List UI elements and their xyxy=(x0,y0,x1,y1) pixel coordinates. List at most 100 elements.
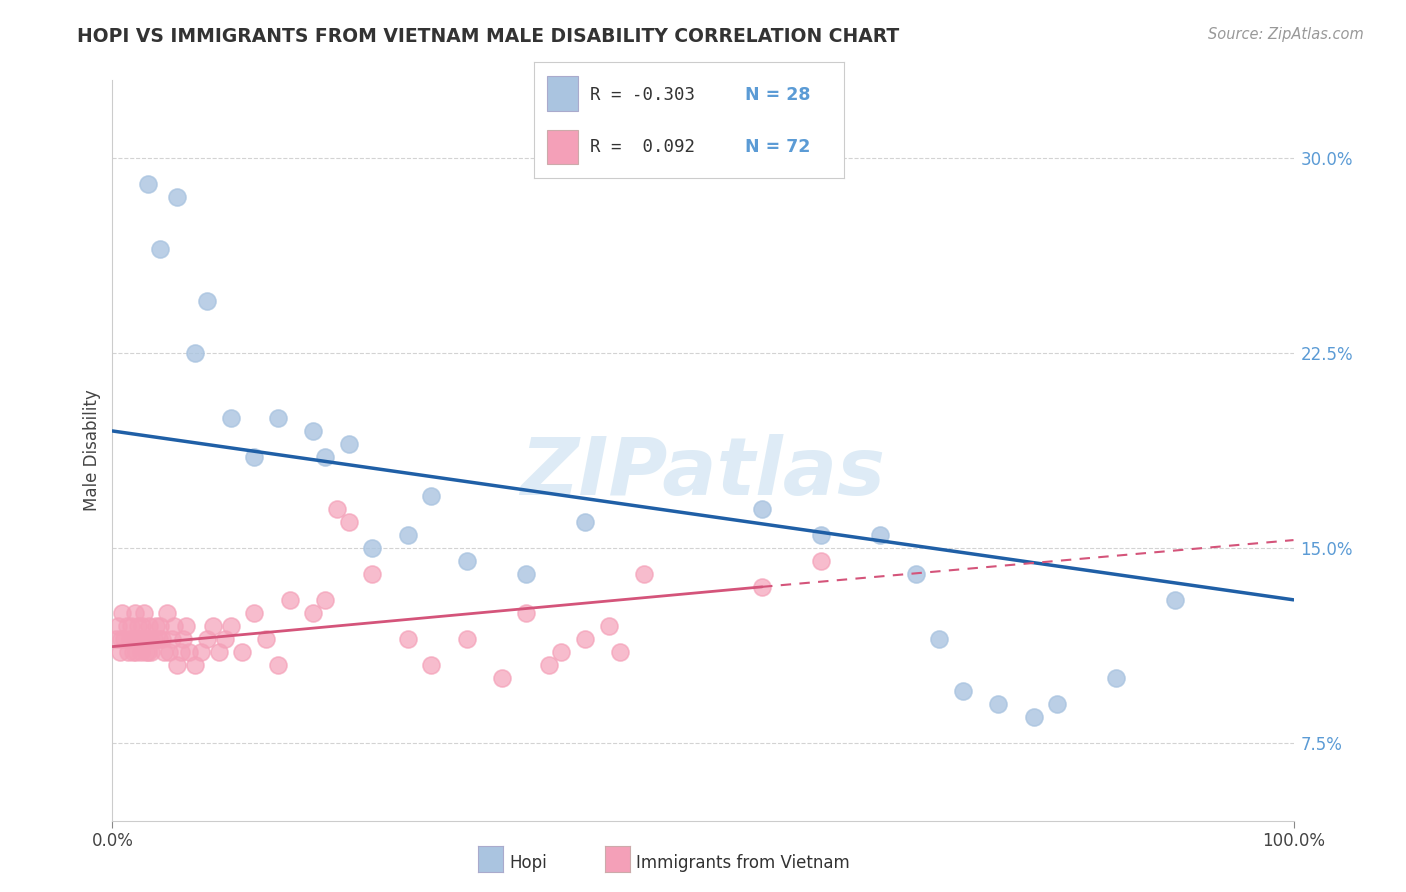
Point xyxy=(214,632,236,646)
Point xyxy=(174,619,197,633)
Point xyxy=(153,645,176,659)
Point xyxy=(810,554,832,568)
Point xyxy=(163,619,186,633)
Point xyxy=(952,683,974,698)
Point xyxy=(128,632,150,646)
Text: Immigrants from Vietnam: Immigrants from Vietnam xyxy=(636,854,849,871)
Point xyxy=(170,645,193,659)
Point xyxy=(361,566,384,581)
Point xyxy=(121,645,143,659)
Point xyxy=(231,645,253,659)
Point xyxy=(115,619,138,633)
Point xyxy=(1022,710,1045,724)
Point xyxy=(1046,697,1069,711)
Text: HOPI VS IMMIGRANTS FROM VIETNAM MALE DISABILITY CORRELATION CHART: HOPI VS IMMIGRANTS FROM VIETNAM MALE DIS… xyxy=(77,27,900,45)
Point xyxy=(302,606,325,620)
Point xyxy=(108,645,131,659)
Point xyxy=(751,502,773,516)
Point xyxy=(326,502,349,516)
Point xyxy=(314,592,336,607)
Text: N = 28: N = 28 xyxy=(745,86,810,103)
Point xyxy=(869,528,891,542)
Point xyxy=(267,657,290,672)
Point xyxy=(574,515,596,529)
Point xyxy=(278,592,301,607)
Point xyxy=(337,515,360,529)
Point xyxy=(609,645,631,659)
Point xyxy=(156,606,179,620)
Y-axis label: Male Disability: Male Disability xyxy=(83,390,101,511)
Point xyxy=(145,619,167,633)
Point xyxy=(751,580,773,594)
Point xyxy=(149,619,172,633)
Point xyxy=(184,346,207,360)
Point xyxy=(456,632,478,646)
Point xyxy=(904,566,927,581)
Bar xyxy=(547,77,578,112)
Point xyxy=(127,632,149,646)
Point xyxy=(141,645,163,659)
Text: ZIPatlas: ZIPatlas xyxy=(520,434,886,512)
Point xyxy=(160,632,183,646)
Point xyxy=(135,645,157,659)
Point xyxy=(149,242,172,256)
Point xyxy=(314,450,336,464)
Point xyxy=(120,619,142,633)
Point xyxy=(337,437,360,451)
Bar xyxy=(547,129,578,164)
Point xyxy=(396,528,419,542)
Point xyxy=(150,632,173,646)
Point xyxy=(139,632,162,646)
Point xyxy=(132,632,155,646)
Point xyxy=(172,632,194,646)
Text: R =  0.092: R = 0.092 xyxy=(591,138,695,156)
Point xyxy=(110,632,132,646)
Point xyxy=(131,619,153,633)
Point xyxy=(987,697,1010,711)
Point xyxy=(243,450,266,464)
Point xyxy=(420,489,443,503)
Point xyxy=(219,619,242,633)
Point xyxy=(633,566,655,581)
Point xyxy=(219,411,242,425)
Text: N = 72: N = 72 xyxy=(745,138,810,156)
Point xyxy=(111,606,134,620)
Point xyxy=(136,645,159,659)
Point xyxy=(179,645,201,659)
Point xyxy=(142,632,165,646)
Point xyxy=(396,632,419,646)
Point xyxy=(134,606,156,620)
Point xyxy=(117,645,139,659)
Point xyxy=(267,411,290,425)
Point xyxy=(515,566,537,581)
Point xyxy=(157,645,180,659)
Point xyxy=(125,645,148,659)
Point xyxy=(107,619,129,633)
Point xyxy=(361,541,384,555)
Point xyxy=(538,657,561,672)
Point xyxy=(810,528,832,542)
Point xyxy=(120,632,142,646)
Point xyxy=(598,619,620,633)
Point xyxy=(302,424,325,438)
Point xyxy=(127,619,149,633)
Point xyxy=(456,554,478,568)
Point xyxy=(122,632,145,646)
Point xyxy=(420,657,443,672)
Point xyxy=(136,177,159,191)
Point xyxy=(1105,671,1128,685)
Point xyxy=(243,606,266,620)
Point xyxy=(550,645,572,659)
Point xyxy=(148,632,170,646)
Point xyxy=(208,645,231,659)
Point xyxy=(138,619,160,633)
Point xyxy=(105,632,128,646)
Point xyxy=(195,632,218,646)
Point xyxy=(1164,592,1187,607)
Point xyxy=(491,671,513,685)
Text: R = -0.303: R = -0.303 xyxy=(591,86,695,103)
Point xyxy=(190,645,212,659)
Point xyxy=(166,190,188,204)
Point xyxy=(184,657,207,672)
Point xyxy=(166,657,188,672)
